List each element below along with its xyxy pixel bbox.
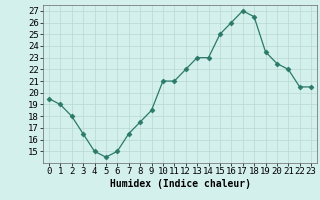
X-axis label: Humidex (Indice chaleur): Humidex (Indice chaleur) (109, 179, 251, 189)
